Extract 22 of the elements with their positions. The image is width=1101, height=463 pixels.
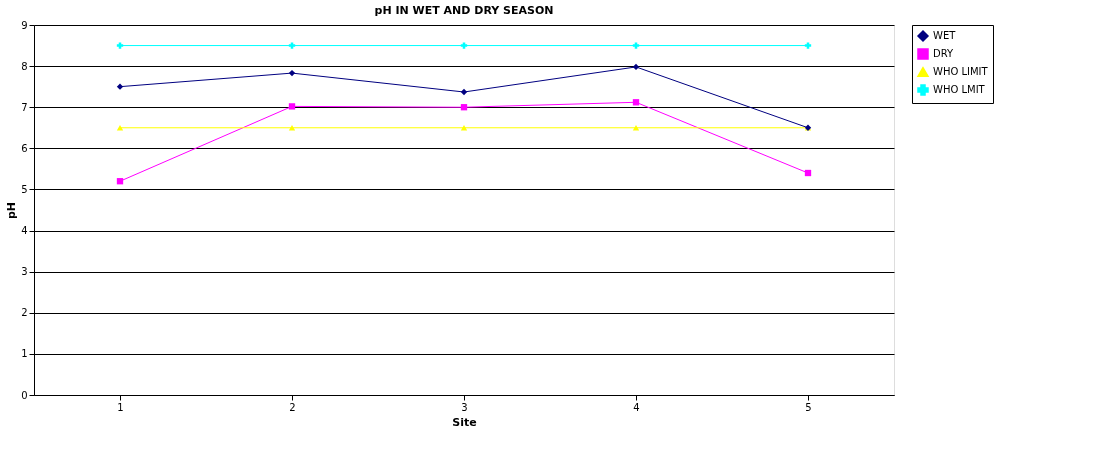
y-tick-label: 2 [21, 307, 28, 319]
y-tick-label: 9 [21, 19, 28, 31]
y-tick-label: 5 [21, 183, 28, 195]
x-tick-label: 2 [289, 401, 296, 413]
y-tick-label: 1 [21, 348, 28, 360]
y-tick-label: 6 [21, 142, 28, 154]
legend-label: WHO LMIT [933, 84, 986, 95]
legend-label: WET [933, 30, 957, 41]
legend-label: WHO LIMIT [933, 66, 989, 77]
x-tick-label: 4 [633, 401, 640, 413]
x-tick-label: 1 [117, 401, 124, 413]
x-tick-label: 3 [461, 401, 468, 413]
x-axis-title: Site [452, 415, 477, 429]
y-tick-label: 0 [21, 389, 28, 401]
legend-label: DRY [933, 48, 955, 59]
y-tick-label: 8 [21, 60, 28, 72]
y-tick-label: 7 [21, 101, 28, 113]
y-tick-label: 3 [21, 266, 28, 278]
y-tick-label: 4 [21, 225, 28, 237]
y-axis-title: pH [5, 201, 19, 220]
x-tick-label: 5 [805, 401, 812, 413]
chart-title: pH IN WET AND DRY SEASON [374, 4, 554, 17]
